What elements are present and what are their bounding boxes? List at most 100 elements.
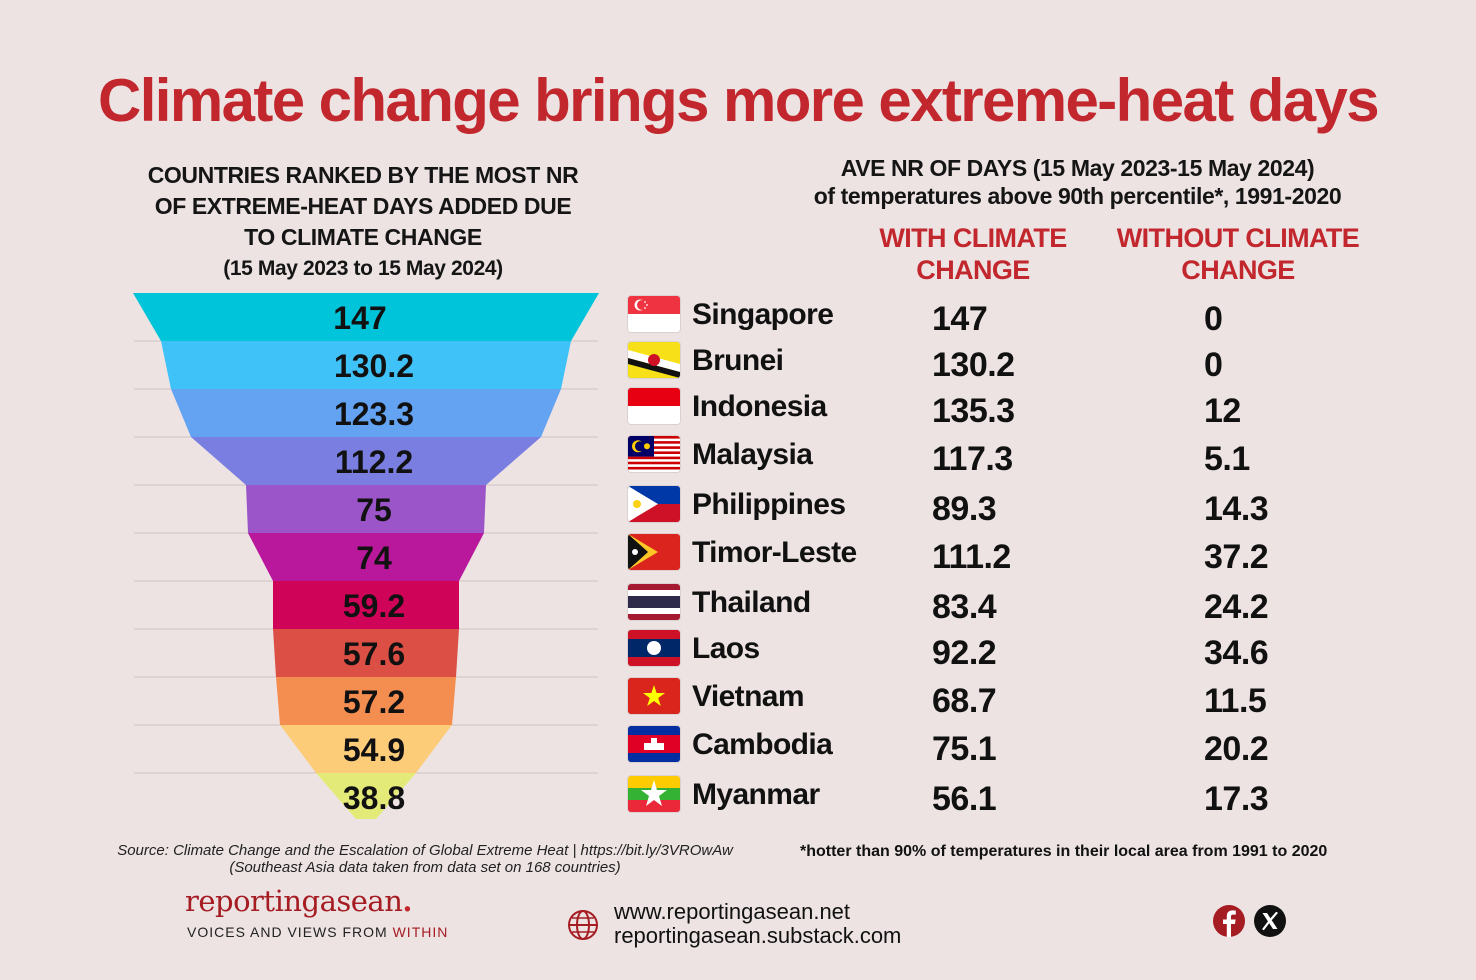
cambodia-flag-icon bbox=[628, 726, 680, 762]
malaysia-flag-icon bbox=[628, 436, 680, 472]
funnel-heading-line: COUNTRIES RANKED BY THE MOST NR bbox=[147, 162, 579, 188]
funnel-chart: 147 130.2 123.3 112.2 75 74 59.2 57.6 57.2 54.9 38… bbox=[133, 293, 599, 819]
substack-link[interactable]: reportingasean.substack.com bbox=[614, 923, 902, 948]
funnel-band bbox=[171, 389, 561, 437]
country-name: Singapore bbox=[692, 298, 834, 331]
funnel-value-label: 54.9 bbox=[343, 732, 405, 768]
funnel-value-label: 130.2 bbox=[334, 348, 414, 384]
vietnam-flag-icon bbox=[628, 678, 680, 714]
country-name: Thailand bbox=[692, 586, 811, 619]
country-name: Timor-Leste bbox=[692, 536, 857, 569]
brand-tagline: VOICES AND VIEWS FROM WITHIN bbox=[187, 924, 448, 940]
country-name: Philippines bbox=[692, 488, 846, 521]
value-with-climate-change: 68.7 bbox=[932, 682, 997, 720]
globe-icon bbox=[568, 910, 598, 940]
tagline-text: VOICES AND VIEWS FROM bbox=[187, 924, 388, 940]
source-line: Source: Climate Change and the Escalatio… bbox=[117, 842, 733, 859]
column-header-with-line2: CHANGE bbox=[916, 255, 1030, 285]
value-without-climate-change: 5.1 bbox=[1204, 440, 1250, 478]
table-row: Vietnam 68.7 11.5 bbox=[624, 674, 1384, 720]
value-without-climate-change: 37.2 bbox=[1204, 538, 1269, 576]
funnel-value-label: 147 bbox=[333, 300, 386, 336]
facebook-icon[interactable] bbox=[1212, 904, 1246, 938]
table-row: Thailand 83.4 24.2 bbox=[624, 580, 1384, 626]
country-name: Myanmar bbox=[692, 778, 820, 811]
laos-flag-icon bbox=[628, 630, 680, 666]
funnel-value-label: 59.2 bbox=[343, 588, 405, 624]
table-heading-line2: of temperatures above 90th percentile*, … bbox=[813, 183, 1342, 209]
funnel-band bbox=[280, 725, 452, 773]
funnel-value-label: 57.2 bbox=[343, 684, 405, 720]
table-row: Philippines 89.3 14.3 bbox=[624, 482, 1384, 528]
table-row: Brunei 130.2 0 bbox=[624, 338, 1384, 384]
country-name: Malaysia bbox=[692, 438, 813, 471]
value-without-climate-change: 11.5 bbox=[1204, 682, 1267, 720]
country-name: Laos bbox=[692, 632, 760, 665]
table-row: Timor-Leste 111.2 37.2 bbox=[624, 530, 1384, 576]
funnel-band bbox=[273, 629, 459, 677]
country-name: Brunei bbox=[692, 344, 784, 377]
funnel-date-range: (15 May 2023 to 15 May 2024) bbox=[223, 257, 503, 280]
value-without-climate-change: 17.3 bbox=[1204, 780, 1269, 818]
funnel-heading: COUNTRIES RANKED BY THE MOST NR OF EXTRE… bbox=[118, 160, 608, 284]
brunei-flag-icon bbox=[628, 342, 680, 378]
value-with-climate-change: 130.2 bbox=[932, 346, 1015, 384]
table-row: Malaysia 117.3 5.1 bbox=[624, 432, 1384, 478]
funnel-band bbox=[246, 485, 486, 533]
value-without-climate-change: 34.6 bbox=[1204, 634, 1269, 672]
table-row: Singapore 147 0 bbox=[624, 292, 1384, 338]
funnel-band bbox=[316, 773, 416, 819]
timor-leste-flag-icon bbox=[628, 534, 680, 570]
value-with-climate-change: 56.1 bbox=[932, 780, 997, 818]
column-header-without: WITHOUT CLIMATE CHANGE bbox=[1108, 222, 1368, 286]
value-without-climate-change: 0 bbox=[1204, 346, 1223, 384]
funnel-value-label: 75 bbox=[356, 492, 392, 528]
page-title: Climate change brings more extreme-heat … bbox=[98, 67, 1380, 134]
funnel-band bbox=[248, 533, 484, 581]
tagline-highlight: WITHIN bbox=[392, 924, 449, 940]
website-link[interactable]: www.reportingasean.net bbox=[614, 899, 851, 924]
table-row: Indonesia 135.3 12 bbox=[624, 384, 1384, 430]
funnel-band bbox=[133, 293, 599, 341]
funnel-band bbox=[273, 581, 459, 629]
value-without-climate-change: 24.2 bbox=[1204, 588, 1269, 626]
value-with-climate-change: 117.3 bbox=[932, 440, 1013, 478]
country-name: Cambodia bbox=[692, 728, 833, 761]
value-with-climate-change: 111.2 bbox=[932, 538, 1011, 576]
column-header-without-line2: CHANGE bbox=[1181, 255, 1295, 285]
singapore-flag-icon bbox=[628, 296, 680, 332]
funnel-value-label: 57.6 bbox=[343, 636, 405, 672]
myanmar-flag-icon bbox=[628, 776, 680, 812]
column-header-without-line1: WITHOUT CLIMATE bbox=[1116, 223, 1360, 253]
value-with-climate-change: 135.3 bbox=[932, 392, 1015, 430]
x-icon[interactable] bbox=[1253, 904, 1287, 938]
value-with-climate-change: 147 bbox=[932, 300, 988, 338]
funnel-band bbox=[276, 677, 456, 725]
column-header-with-line1: WITH CLIMATE bbox=[879, 223, 1067, 253]
source-subline: (Southeast Asia data taken from data set… bbox=[229, 859, 621, 876]
funnel-value-label: 38.8 bbox=[343, 780, 405, 816]
column-header-with: WITH CLIMATE CHANGE bbox=[868, 222, 1078, 286]
value-with-climate-change: 89.3 bbox=[932, 490, 997, 528]
table-row: Cambodia 75.1 20.2 bbox=[624, 722, 1384, 768]
brand-logo: reportingasean. bbox=[185, 884, 412, 918]
table-row: Myanmar 56.1 17.3 bbox=[624, 772, 1384, 818]
value-with-climate-change: 83.4 bbox=[932, 588, 997, 626]
table-heading-line1: AVE NR OF DAYS (15 May 2023-15 May 2024) bbox=[840, 155, 1315, 181]
country-name: Indonesia bbox=[692, 390, 827, 423]
funnel-heading-line: OF EXTREME-HEAT DAYS ADDED DUE bbox=[154, 193, 572, 219]
value-without-climate-change: 20.2 bbox=[1204, 730, 1269, 768]
philippines-flag-icon bbox=[628, 486, 680, 522]
funnel-heading-line: TO CLIMATE CHANGE bbox=[244, 224, 482, 250]
source-note: Source: Climate Change and the Escalatio… bbox=[90, 842, 760, 876]
funnel-value-label: 74 bbox=[356, 540, 392, 576]
value-without-climate-change: 0 bbox=[1204, 300, 1223, 338]
country-name: Vietnam bbox=[692, 680, 805, 713]
brand-name: reportingasean bbox=[185, 884, 403, 918]
web-links: www.reportingasean.net reportingasean.su… bbox=[614, 900, 901, 948]
indonesia-flag-icon bbox=[628, 388, 680, 424]
value-without-climate-change: 14.3 bbox=[1204, 490, 1269, 528]
funnel-band bbox=[191, 437, 541, 485]
value-without-climate-change: 12 bbox=[1204, 392, 1241, 430]
funnel-value-label: 123.3 bbox=[334, 396, 414, 432]
